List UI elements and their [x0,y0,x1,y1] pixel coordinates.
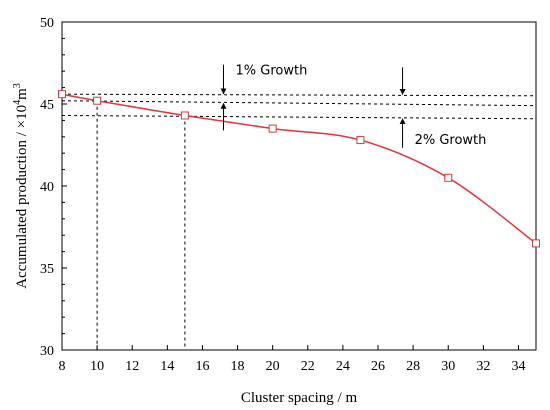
horizontal-reference-line [61,114,537,120]
y-axis-title: Accumulated production / ×104m3 [12,83,30,289]
series-layer [58,90,540,248]
reference-lines [61,93,537,350]
horizontal-reference-line [61,100,537,107]
annotation-label-2: 2% Growth [415,133,487,148]
data-point [444,173,453,182]
horizontal-reference-line [61,93,537,97]
data-point [93,96,102,105]
x-tick-label: 28 [406,359,420,374]
data-point [180,111,189,120]
x-tick-label: 26 [371,359,385,374]
x-tick-label: 18 [231,359,245,374]
y-axis-title-unit-sup: 3 [12,83,23,88]
x-axis-title: Cluster spacing / m [241,390,358,406]
data-point [58,90,66,99]
y-tick-label: 40 [40,180,54,195]
y-tick-label: 30 [40,344,54,359]
data-point [268,124,277,133]
data-point [532,239,540,248]
y-axis-title-main: Accumulated production / ×10 [14,105,30,289]
y-axis-title-unit: m [14,88,30,100]
x-tick-label: 10 [90,359,104,374]
x-tick-label: 32 [476,359,490,374]
x-tick-label: 30 [441,359,455,374]
y-tick-label: 50 [40,16,54,31]
y-axis-title-sup: 4 [12,100,23,105]
annotation-label-1: 1% Growth [236,64,308,79]
x-tick-label: 12 [125,359,139,374]
x-tick-label: 22 [301,359,315,374]
x-tick-label: 16 [195,359,209,374]
y-tick-label: 45 [40,98,54,113]
x-axis-ticks: 8 10 12 14 16 18 20 22 24 26 28 30 32 34 [59,345,525,374]
x-tick-label: 34 [511,359,525,374]
x-tick-label: 20 [266,359,280,374]
series-line [61,93,537,245]
data-point [356,136,365,145]
y-tick-label: 35 [40,262,54,277]
x-tick-label: 24 [336,359,350,374]
annotations: 1% Growth 2% Growth [220,64,487,148]
x-tick-label: 14 [160,359,174,374]
x-tick-label: 8 [59,359,66,374]
y-axis-ticks: 30 35 40 45 50 [40,16,67,359]
